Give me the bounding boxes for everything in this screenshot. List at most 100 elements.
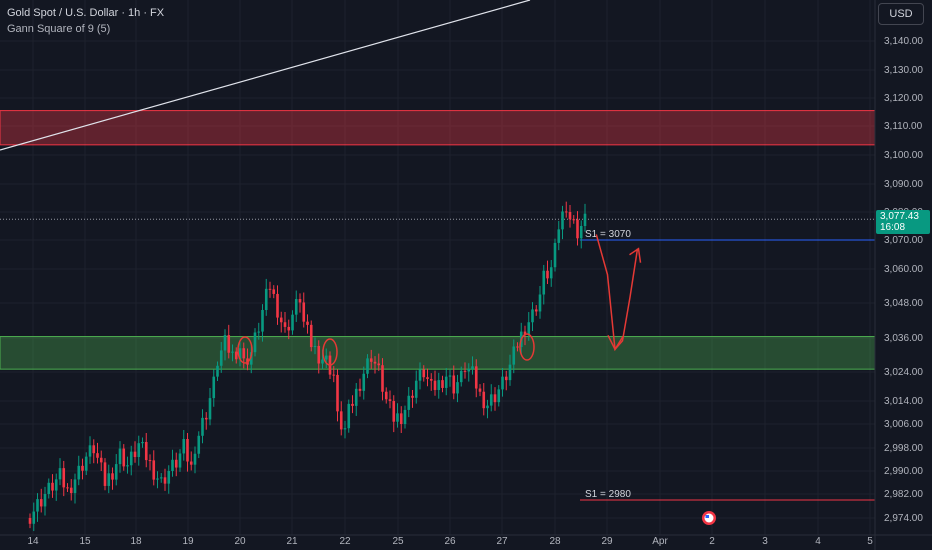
price-tick-label: 3,140.00: [884, 36, 923, 47]
candle-body: [186, 439, 189, 462]
candle-body: [62, 468, 66, 488]
candle-body: [152, 460, 156, 480]
candle-body: [298, 299, 302, 303]
time-tick-label: 21: [286, 536, 298, 547]
candle-body: [332, 374, 336, 376]
candle-body: [531, 309, 534, 323]
candle-body: [92, 445, 96, 454]
time-tick-label: 22: [339, 536, 351, 547]
candle-body: [141, 442, 144, 444]
last-price-badge: 3,077.43 16:08: [876, 210, 930, 234]
chart-header: Gold Spot / U.S. Dollar · 1h · FX Gann S…: [7, 6, 164, 36]
candle-body: [546, 270, 549, 279]
candle-body: [287, 326, 291, 331]
price-tick-label: 3,120.00: [884, 93, 923, 104]
candle-body: [426, 377, 429, 379]
candle-body: [313, 345, 317, 348]
candle-body: [429, 378, 433, 381]
candle-body: [126, 465, 129, 467]
candle-body: [463, 370, 467, 372]
up-arrowhead: [629, 247, 642, 263]
candle-body: [392, 401, 396, 422]
candle-body: [437, 380, 441, 390]
candle-body: [482, 391, 486, 409]
candle-body: [324, 355, 328, 360]
candle-body: [343, 428, 347, 430]
candle-body: [36, 499, 39, 512]
candle-body: [114, 464, 118, 480]
level-label: S1 = 2980: [585, 489, 631, 500]
time-tick-label: 25: [392, 536, 404, 547]
candle-body: [459, 370, 463, 383]
candle-body: [508, 364, 512, 381]
candle-body: [399, 413, 403, 424]
price-tick-label: 3,090.00: [884, 179, 923, 190]
price-tick-label: 3,070.00: [884, 235, 923, 246]
candle-body: [167, 471, 171, 484]
candle-body: [336, 374, 339, 412]
candle-body: [542, 270, 546, 295]
candle-body: [523, 331, 527, 336]
candle-body: [358, 388, 362, 391]
price-zones: [0, 110, 876, 370]
candle-body: [422, 369, 426, 378]
candle-body: [231, 351, 234, 353]
candle-body: [163, 477, 167, 484]
candle-body: [133, 451, 137, 458]
candle-body: [129, 451, 133, 466]
support-zone: [0, 336, 876, 370]
candle-body: [527, 322, 531, 336]
candle-body: [448, 375, 452, 377]
candle-body: [96, 453, 99, 458]
highlight-circle: [519, 333, 535, 361]
currency-button[interactable]: USD: [878, 3, 924, 25]
candle-body: [39, 499, 43, 507]
symbol-title: Gold Spot / U.S. Dollar · 1h · FX: [7, 7, 165, 19]
indicator-label[interactable]: Gann Square of 9 (5): [7, 23, 111, 35]
candle-body: [84, 456, 88, 471]
candle-body: [223, 335, 227, 351]
candle-body: [354, 388, 358, 406]
candle-body: [306, 321, 309, 325]
time-tick-label: Apr: [652, 536, 668, 547]
candle-body: [396, 413, 399, 422]
candle-body: [576, 219, 579, 239]
candle-body: [444, 376, 448, 388]
candle-body: [339, 411, 343, 430]
price-tick-label: 2,982.00: [884, 489, 923, 500]
candle-body: [291, 314, 294, 331]
candle-body: [411, 395, 414, 398]
gann-trend-line: [0, 0, 531, 151]
candle-body: [579, 226, 583, 239]
price-tick-label: 2,990.00: [884, 466, 923, 477]
candle-body: [118, 448, 122, 465]
time-tick-label: 26: [444, 536, 456, 547]
price-tick-label: 2,998.00: [884, 443, 923, 454]
candle-body: [238, 348, 242, 360]
candle-body: [388, 399, 392, 401]
candle-body: [489, 394, 493, 406]
candle-body: [564, 211, 568, 213]
projection-arrows: [237, 234, 642, 366]
candle-body: [54, 479, 58, 491]
candle-body: [242, 348, 246, 359]
candle-body: [234, 351, 238, 360]
time-tick-label: 29: [601, 536, 613, 547]
projection-path: [595, 234, 639, 352]
candle-body: [144, 442, 148, 461]
candle-body: [103, 462, 107, 486]
candle-body: [534, 309, 538, 312]
candle-body: [497, 389, 501, 403]
candle-body: [486, 405, 489, 409]
candle-body: [302, 302, 306, 322]
candle-body: [99, 457, 103, 463]
candle-body: [249, 352, 253, 365]
candle-body: [276, 293, 279, 318]
candle-body: [572, 219, 576, 221]
time-tick-label: 19: [182, 536, 194, 547]
last-price-value: 3,077.43: [880, 211, 919, 222]
candle-body: [384, 391, 388, 400]
highlight-circle: [322, 338, 338, 366]
candle-body: [137, 443, 141, 458]
